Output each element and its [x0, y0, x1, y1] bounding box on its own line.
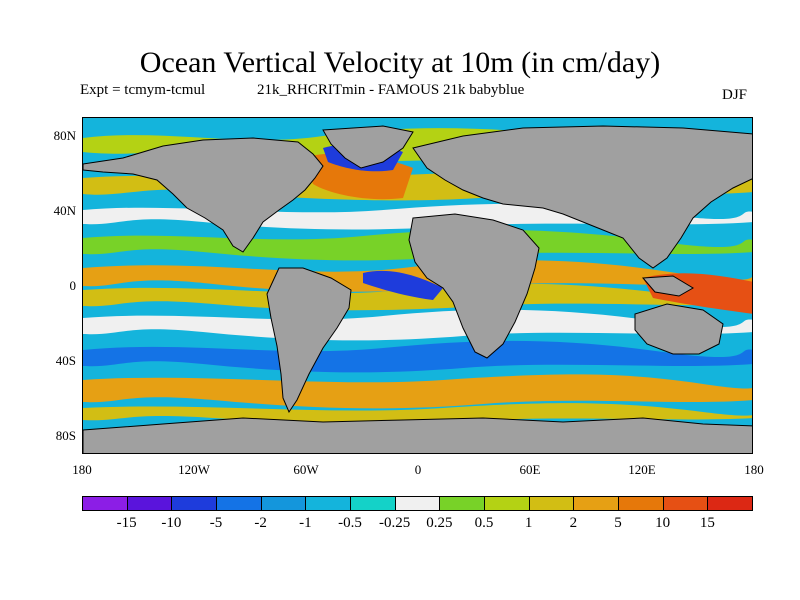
colorbar-swatch — [216, 496, 262, 511]
colorbar-swatch — [618, 496, 664, 511]
colorbar-swatch — [394, 496, 441, 511]
colorbar-swatch — [305, 496, 351, 511]
colorbar-tick-label: -15 — [116, 515, 137, 531]
season-label: DJF — [722, 87, 748, 103]
colorbar-swatch — [573, 496, 619, 511]
colorbar-tick-label: 1 — [524, 515, 533, 531]
colorbar-tick-label: -0.25 — [379, 515, 411, 531]
africa-landmass — [408, 213, 540, 359]
north-america-landmass — [83, 137, 324, 253]
indonesia-landmass — [641, 275, 694, 297]
chart-title: Ocean Vertical Velocity at 10m (in cm/da… — [139, 46, 661, 79]
eurasia-landmass — [412, 125, 752, 269]
lat-label-80n: 80N — [53, 128, 76, 143]
lon-label-120e: 120E — [628, 462, 656, 477]
lon-label-0: 0 — [414, 462, 422, 477]
lat-label-40n: 40N — [53, 203, 76, 218]
experiment-description: 21k_RHCRITmin - FAMOUS 21k babyblue — [257, 82, 525, 98]
antarctica-landmass — [83, 417, 752, 453]
colorbar-swatch — [528, 496, 575, 511]
colorbar-tick-label: 0.25 — [426, 515, 453, 531]
lat-label-equator: 0 — [69, 278, 77, 293]
world-map — [82, 117, 753, 454]
colorbar-tick-label: 15 — [699, 515, 715, 531]
land-masses — [83, 125, 752, 453]
experiment-label: Expt = tcmym-tcmul — [80, 82, 206, 98]
colorbar-tick-label: -0.5 — [338, 515, 362, 531]
colorbar-swatch — [484, 496, 530, 511]
south-america-landmass — [266, 267, 352, 414]
map-canvas — [83, 118, 752, 453]
lon-label-180-east: 180 — [744, 462, 764, 477]
colorbar-swatch — [439, 496, 485, 511]
colorbar-swatch — [260, 496, 307, 511]
lon-label-180-west: 180 — [72, 462, 92, 477]
colorbar-swatch — [82, 496, 128, 511]
lat-label-40s: 40S — [55, 353, 76, 368]
lon-label-120w: 120W — [178, 462, 210, 477]
colorbar — [82, 496, 753, 511]
lon-label-60w: 60W — [293, 462, 319, 477]
colorbar-swatch — [126, 496, 173, 511]
colorbar-tick-label: 0.5 — [474, 515, 494, 531]
greenland-landmass — [322, 125, 414, 169]
colorbar-tick-label: 2 — [569, 515, 578, 531]
colorbar-tick-label: -2 — [254, 515, 267, 531]
colorbar-tick-label: -1 — [299, 515, 312, 531]
colorbar-tick-label: -5 — [209, 515, 223, 531]
colorbar-swatch — [350, 496, 396, 511]
lon-label-60e: 60E — [519, 462, 541, 477]
colorbar-tick-label: 5 — [614, 515, 622, 531]
australia-landmass — [634, 303, 724, 355]
colorbar-swatch — [662, 496, 709, 511]
lat-label-80s: 80S — [55, 428, 76, 443]
colorbar-tick-label: 10 — [655, 515, 671, 531]
colorbar-tick-label: -10 — [161, 515, 182, 531]
colorbar-swatch — [707, 496, 753, 511]
colorbar-swatch — [171, 496, 217, 511]
